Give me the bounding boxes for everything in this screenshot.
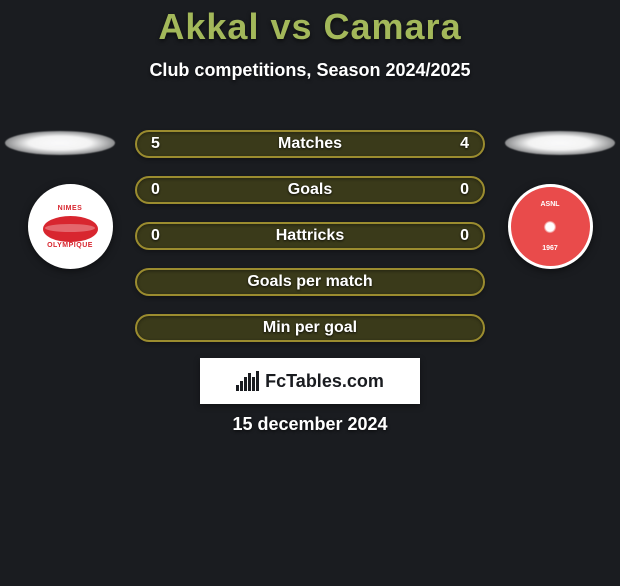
stats-bars: 5 Matches 4 0 Goals 0 0 Hattricks 0 Goal… <box>135 130 485 360</box>
wm-bar <box>244 377 247 391</box>
stat-label: Matches <box>171 135 449 153</box>
stat-right-value: 0 <box>449 227 469 245</box>
subtitle: Club competitions, Season 2024/2025 <box>0 60 620 81</box>
nimes-badge: NIMES OLYMPIQUE <box>28 184 113 269</box>
stat-label: Min per goal <box>171 319 449 337</box>
stat-row-matches: 5 Matches 4 <box>135 130 485 158</box>
watermark-text: FcTables.com <box>265 371 384 392</box>
stat-label: Goals per match <box>171 273 449 291</box>
asnl-text-top: ASNL <box>540 201 559 209</box>
asnl-thistle-icon <box>535 212 565 242</box>
stat-right-value: 0 <box>449 181 469 199</box>
asnl-year: 1967 <box>542 245 558 253</box>
wm-bar <box>236 385 239 391</box>
stat-label: Hattricks <box>171 227 449 245</box>
team-badge-left: NIMES OLYMPIQUE <box>20 184 120 269</box>
chart-bars-icon <box>236 371 259 391</box>
nimes-inner: NIMES OLYMPIQUE <box>31 187 110 266</box>
wm-bar <box>248 373 251 391</box>
stat-label: Goals <box>171 181 449 199</box>
stat-row-min-per-goal: Min per goal <box>135 314 485 342</box>
spotlight-right <box>505 131 615 155</box>
page-title: Akkal vs Camara <box>0 6 620 48</box>
stat-left-value: 0 <box>151 181 171 199</box>
team-badge-right: ASNL 1967 <box>500 184 600 269</box>
nimes-crocodile-icon <box>43 216 98 242</box>
wm-bar <box>240 381 243 391</box>
wm-bar <box>256 371 259 391</box>
nimes-text-top: NIMES <box>58 205 83 212</box>
stat-left-value: 5 <box>151 135 171 153</box>
asnl-inner: ASNL 1967 <box>511 187 590 266</box>
watermark: FcTables.com <box>200 358 420 404</box>
stat-row-goals-per-match: Goals per match <box>135 268 485 296</box>
asnl-badge: ASNL 1967 <box>508 184 593 269</box>
date-text: 15 december 2024 <box>0 414 620 435</box>
nimes-text-bottom: OLYMPIQUE <box>47 242 93 249</box>
stat-left-value: 0 <box>151 227 171 245</box>
spotlight-left <box>5 131 115 155</box>
stat-right-value: 4 <box>449 135 469 153</box>
stat-row-goals: 0 Goals 0 <box>135 176 485 204</box>
stat-row-hattricks: 0 Hattricks 0 <box>135 222 485 250</box>
wm-bar <box>252 377 255 391</box>
